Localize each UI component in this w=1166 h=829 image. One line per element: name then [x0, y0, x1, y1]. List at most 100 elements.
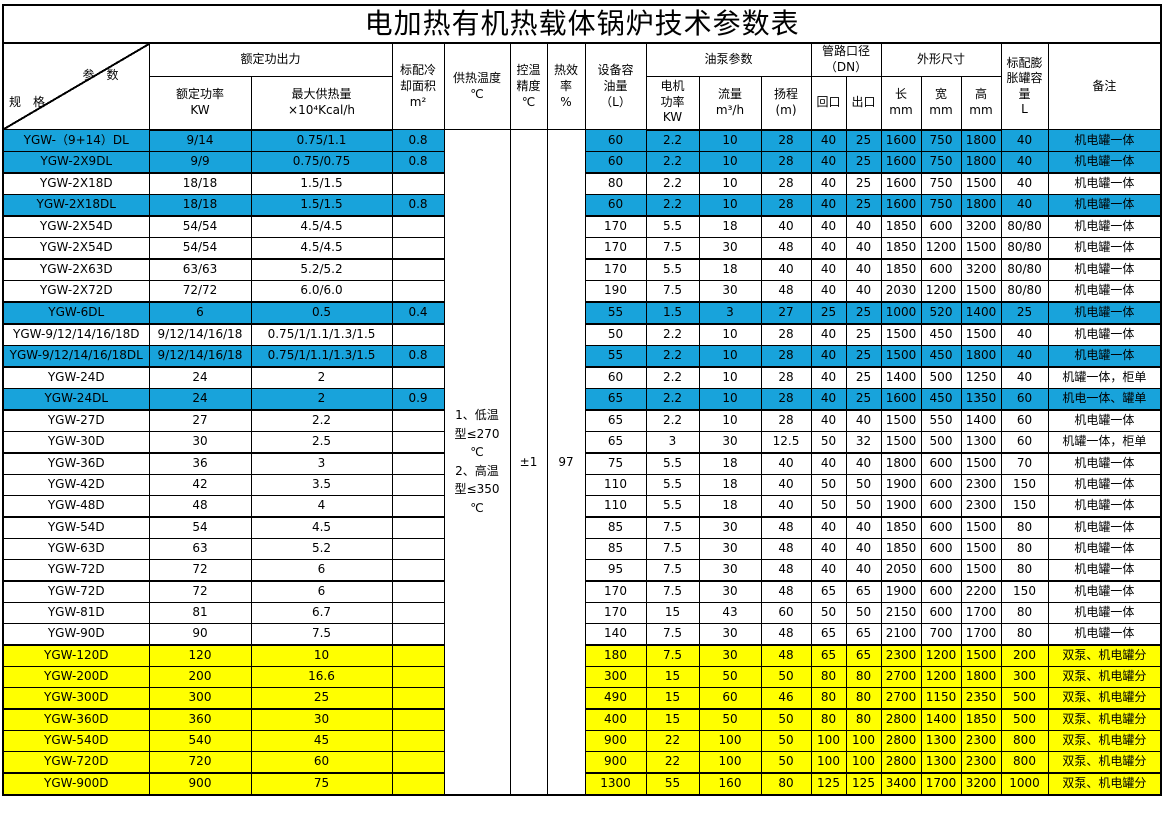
cell-flow: 10	[698, 409, 762, 432]
cell-rated-power: 72/72	[148, 279, 252, 303]
cell-inlet-dn: 40	[810, 558, 847, 582]
cell-remark: 机电罐一体	[1047, 301, 1162, 325]
table-row: YGW-72D 72 6 95 7.5 30 48 40 40 2050 600 1500 80 机电罐一…	[2, 558, 1162, 582]
cell-outlet-dn: 25	[845, 129, 882, 152]
header-cooling-area: 标配冷 却面积 m²	[391, 42, 445, 131]
cell-lift: 40	[760, 258, 812, 281]
cell-remark: 机电罐一体	[1047, 344, 1162, 368]
cell-max-heat: 0.75/1/1.1/1.3/1.5	[250, 344, 393, 368]
cell-width: 520	[920, 301, 962, 325]
cell-max-heat: 75	[250, 772, 393, 796]
cell-cooling-area	[391, 236, 445, 260]
cell-flow: 30	[698, 279, 762, 303]
cell-length: 2700	[880, 686, 922, 710]
cell-tank-volume: 80/80	[1000, 258, 1049, 281]
cell-motor-power: 7.5	[645, 537, 700, 560]
cell-oil-capacity: 170	[584, 601, 647, 624]
cell-max-heat: 6.0/6.0	[250, 279, 393, 303]
cell-motor-power: 15	[645, 708, 700, 731]
cell-remark: 机电罐一体	[1047, 473, 1162, 496]
cell-height: 1500	[960, 323, 1002, 346]
cell-length: 2700	[880, 665, 922, 688]
table-row: YGW-48D 48 4 110 5.5 18 40 50 50 1900 600 2300 150 机电…	[2, 494, 1162, 518]
cell-remark: 双泵、机电罐分	[1047, 750, 1162, 774]
cell-length: 2800	[880, 708, 922, 731]
cell-height: 1500	[960, 236, 1002, 260]
cell-rated-power: 54	[148, 516, 252, 539]
cell-max-heat: 0.5	[250, 301, 393, 325]
cell-length: 1900	[880, 494, 922, 518]
cell-flow: 10	[698, 366, 762, 389]
table-row: YGW-36D 36 3 75 5.5 18 40 40 40 1800 600 1500 70 机电罐一…	[2, 452, 1162, 475]
cell-remark: 机电罐一体	[1047, 129, 1162, 152]
cell-cooling-area	[391, 601, 445, 624]
cell-model: YGW-27D	[2, 409, 150, 432]
cell-cooling-area	[391, 473, 445, 496]
cell-remark: 机电罐一体	[1047, 172, 1162, 195]
cell-length: 1500	[880, 409, 922, 432]
cell-rated-power: 9/12/14/16/18	[148, 323, 252, 346]
cell-rated-power: 360	[148, 708, 252, 731]
cell-oil-capacity: 170	[584, 236, 647, 260]
header-sub-row: 额定功率 KW 最大供热量 ×10⁴Kcal/h 电机 功率 KW 流量 m³/…	[3, 75, 1161, 131]
cell-cooling-area: 0.8	[391, 193, 445, 217]
cell-outlet-dn: 125	[845, 772, 882, 796]
table-row: YGW-27D 27 2.2 65 2.2 10 28 40 40 1500 550 1400 60 机电…	[2, 409, 1162, 432]
header-motor-power: 电机 功率 KW	[645, 75, 700, 131]
cell-max-heat: 4.5/4.5	[250, 215, 393, 238]
cell-flow: 10	[698, 150, 762, 174]
cell-cooling-area	[391, 516, 445, 539]
cell-motor-power: 5.5	[645, 473, 700, 496]
cell-cooling-area	[391, 686, 445, 710]
cell-length: 1900	[880, 473, 922, 496]
cell-outlet-dn: 40	[845, 279, 882, 303]
cell-motor-power: 7.5	[645, 558, 700, 582]
cell-motor-power: 15	[645, 601, 700, 624]
cell-tank-volume: 800	[1000, 750, 1049, 774]
cell-width: 1300	[920, 750, 962, 774]
cell-motor-power: 2.2	[645, 323, 700, 346]
cell-width: 500	[920, 366, 962, 389]
cell-model: YGW-2X9DL	[2, 150, 150, 174]
cell-inlet-dn: 40	[810, 409, 847, 432]
cell-flow: 100	[698, 750, 762, 774]
table-row: YGW-540D 540 45 900 22 100 50 100 100 2800 1300 230…	[2, 729, 1162, 752]
cell-remark: 机电罐一体	[1047, 193, 1162, 217]
cell-motor-power: 2.2	[645, 409, 700, 432]
cell-flow: 30	[698, 580, 762, 603]
cell-height: 2350	[960, 686, 1002, 710]
cell-height: 1800	[960, 129, 1002, 152]
cell-cooling-area: 0.9	[391, 387, 445, 411]
cell-oil-capacity: 65	[584, 430, 647, 454]
cell-max-heat: 30	[250, 708, 393, 731]
cell-rated-power: 6	[148, 301, 252, 325]
cell-oil-capacity: 900	[584, 750, 647, 774]
cell-model: YGW-360D	[2, 708, 150, 731]
cell-remark: 机电罐一体	[1047, 236, 1162, 260]
cell-max-heat: 25	[250, 686, 393, 710]
cell-flow: 18	[698, 494, 762, 518]
cell-oil-capacity: 55	[584, 301, 647, 325]
table-row: YGW-120D 120 10 180 7.5 30 48 65 65 2300 1200 1500 2…	[2, 644, 1162, 667]
cell-outlet-dn: 65	[845, 580, 882, 603]
cell-outlet-dn: 40	[845, 215, 882, 238]
cell-cooling-area	[391, 644, 445, 667]
cell-flow: 30	[698, 430, 762, 454]
cell-height: 1500	[960, 558, 1002, 582]
cell-max-heat: 16.6	[250, 665, 393, 688]
cell-lift: 40	[760, 473, 812, 496]
cell-lift: 28	[760, 150, 812, 174]
header-pipe-diameter-group: 管路口径 （DN）	[810, 42, 882, 77]
table-row: YGW-（9+14）DL 9/14 0.75/1.1 0.8 1、低温 型≤270 ℃ …	[2, 129, 1162, 796]
cell-motor-power: 2.2	[645, 344, 700, 368]
corner-diagonal-cell: 参 数 规 格	[2, 42, 150, 131]
cell-lift: 48	[760, 644, 812, 667]
table-row: YGW-24DL 24 2 0.9 65 2.2 10 28 40 25 1600 450 1350 60…	[2, 387, 1162, 411]
cell-length: 1500	[880, 323, 922, 346]
cell-max-heat: 10	[250, 644, 393, 667]
header-length: 长 mm	[880, 75, 922, 131]
cell-flow: 30	[698, 236, 762, 260]
cell-tank-volume: 60	[1000, 387, 1049, 411]
cell-rated-power: 54/54	[148, 236, 252, 260]
cell-flow: 10	[698, 193, 762, 217]
